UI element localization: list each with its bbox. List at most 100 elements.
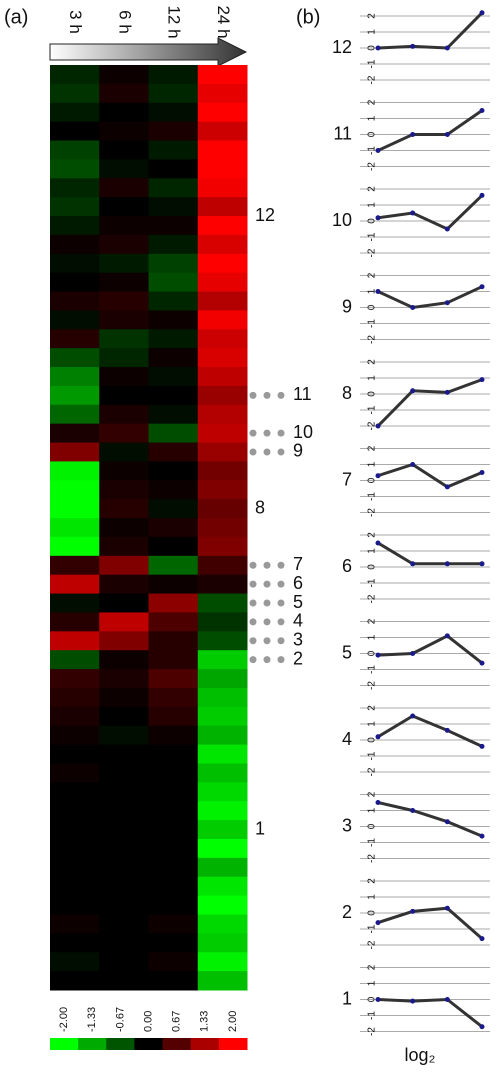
heatmap-cell bbox=[197, 744, 248, 764]
heatmap-cell bbox=[148, 197, 199, 217]
trend-line bbox=[377, 541, 482, 566]
heatmap-cell bbox=[148, 857, 199, 878]
data-point bbox=[479, 10, 485, 16]
cluster-marker bbox=[277, 656, 285, 664]
heatmap-cell bbox=[148, 876, 199, 897]
cluster-marker bbox=[249, 599, 257, 607]
data-point bbox=[444, 484, 450, 490]
heatmap-cell bbox=[148, 499, 199, 519]
data-point bbox=[375, 45, 381, 51]
cluster-label: 9 bbox=[293, 441, 303, 461]
cluster-label: 12 bbox=[255, 205, 275, 225]
heatmap-cell bbox=[50, 348, 100, 368]
heatmap-cell bbox=[197, 461, 248, 481]
heatmap-cell bbox=[197, 329, 248, 349]
data-point bbox=[410, 713, 416, 719]
y-tick-label: 1 bbox=[367, 894, 378, 900]
heatmap-cell bbox=[197, 65, 248, 85]
cluster-label: 7 bbox=[293, 554, 303, 574]
data-point bbox=[479, 660, 485, 666]
heatmap-cell bbox=[99, 801, 149, 821]
heatmap-cell bbox=[148, 952, 199, 972]
heatmap-cell bbox=[148, 272, 199, 293]
colorbar-swatch bbox=[106, 1038, 135, 1050]
heatmap-cell bbox=[50, 876, 100, 897]
cluster-marker bbox=[277, 580, 285, 588]
heatmap-cell bbox=[99, 555, 149, 576]
y-tick-label: 0 bbox=[367, 910, 378, 916]
heatmap-cell bbox=[50, 971, 100, 991]
heatmap-cell bbox=[148, 574, 199, 595]
heatmap-cell bbox=[197, 574, 248, 595]
heatmap-cell bbox=[148, 480, 199, 500]
heatmap-cell bbox=[50, 121, 100, 142]
y-tick-label: -1 bbox=[367, 232, 378, 241]
heatmap-cell bbox=[148, 650, 199, 670]
y-tick-label: 2 bbox=[367, 532, 378, 538]
heatmap-cell bbox=[50, 385, 100, 406]
heatmap-cell bbox=[148, 442, 199, 462]
y-tick-label: 0 bbox=[367, 131, 378, 137]
cluster-marker bbox=[277, 599, 285, 607]
trend-line bbox=[377, 285, 483, 310]
data-point bbox=[410, 651, 416, 656]
heatmap-cell bbox=[197, 838, 248, 859]
heatmap-cell bbox=[50, 499, 100, 519]
heatmap-cell bbox=[197, 933, 248, 953]
heatmap-cell bbox=[50, 234, 100, 255]
heatmap-cell bbox=[50, 159, 100, 179]
heatmap-cell bbox=[148, 612, 199, 632]
heatmap-cell bbox=[197, 423, 248, 444]
heatmap-cell bbox=[197, 159, 248, 179]
heatmap-cell bbox=[99, 234, 149, 255]
heatmap-cell bbox=[197, 706, 248, 727]
y-tick-label: 1 bbox=[367, 721, 378, 727]
heatmap-cell bbox=[50, 914, 100, 934]
heatmap-cell bbox=[99, 876, 149, 897]
y-tick-label: 2 bbox=[367, 878, 378, 884]
column-label: 3 h bbox=[66, 10, 85, 34]
cluster-marker bbox=[249, 391, 257, 399]
cluster-label: 6 bbox=[293, 573, 303, 593]
data-point bbox=[444, 633, 450, 639]
heatmap-cell bbox=[99, 65, 149, 85]
y-tick-label: 2 bbox=[367, 618, 378, 624]
y-tick-label: 1 bbox=[367, 375, 378, 381]
cluster-marker bbox=[263, 429, 271, 437]
heatmap-cell bbox=[148, 687, 199, 708]
colorbar-label: 2.00 bbox=[227, 1011, 239, 1032]
y-tick-label: 1 bbox=[367, 980, 378, 986]
time-arrow bbox=[49, 37, 248, 67]
heatmap-cell bbox=[197, 952, 248, 972]
heatmap-cell bbox=[99, 895, 149, 915]
data-point bbox=[410, 210, 416, 216]
cluster-marker bbox=[277, 429, 285, 437]
heatmap-cell bbox=[99, 706, 149, 727]
y-tick-label: -1 bbox=[367, 751, 378, 760]
data-point bbox=[410, 462, 416, 467]
cluster-marker bbox=[263, 391, 271, 399]
y-tick-label: -2 bbox=[367, 767, 378, 776]
heatmap-cell bbox=[99, 121, 149, 142]
data-point bbox=[375, 148, 381, 153]
chart-title: 4 bbox=[342, 729, 352, 749]
heatmap-cell bbox=[197, 801, 248, 821]
heatmap-cell bbox=[148, 404, 199, 425]
data-point bbox=[479, 743, 485, 749]
heatmap-cell bbox=[148, 253, 199, 274]
heatmap-cell bbox=[99, 102, 149, 123]
y-tick-label: -2 bbox=[367, 1027, 378, 1036]
trend-line bbox=[377, 11, 484, 50]
heatmap-cell bbox=[50, 461, 100, 481]
data-point bbox=[375, 997, 381, 1002]
heatmap-cell bbox=[99, 310, 149, 330]
data-point bbox=[479, 936, 485, 942]
heatmap-cell bbox=[197, 593, 248, 613]
data-point bbox=[410, 561, 416, 567]
heatmap-cell bbox=[197, 442, 248, 462]
heatmap-cell bbox=[197, 971, 248, 991]
colorbar-swatch bbox=[190, 1038, 220, 1050]
heatmap-cell bbox=[148, 555, 199, 576]
chart-title: 6 bbox=[342, 556, 352, 576]
